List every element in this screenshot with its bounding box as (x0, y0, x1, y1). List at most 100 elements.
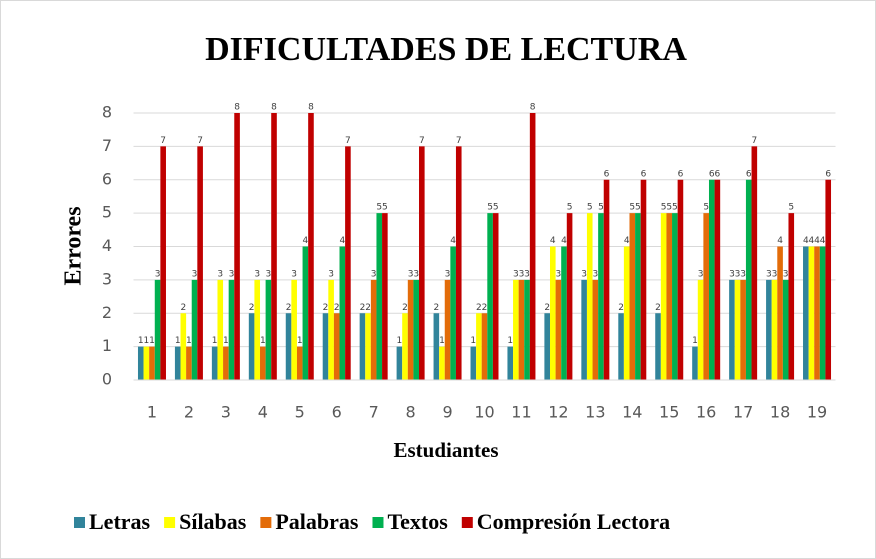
bar (413, 279, 420, 380)
data-label: 3 (408, 269, 414, 279)
bar (782, 279, 789, 380)
data-label: 4 (624, 236, 630, 246)
bar (751, 146, 758, 380)
legend-swatch (461, 517, 473, 528)
bar (803, 246, 809, 380)
bar (708, 179, 715, 380)
data-label: 8 (234, 103, 240, 113)
data-label: 1 (212, 336, 218, 346)
x-tick-label: 10 (474, 403, 494, 422)
data-label: 8 (530, 103, 536, 113)
bar (487, 213, 493, 380)
data-label: 4 (550, 236, 556, 246)
bar (285, 313, 292, 380)
bar (640, 179, 647, 380)
chart-title: DIFICULTADES DE LECTURA (205, 31, 687, 68)
bar (260, 346, 266, 380)
bar (370, 279, 377, 380)
data-label: 6 (746, 169, 752, 179)
bar (635, 213, 641, 380)
data-label: 3 (155, 269, 161, 279)
bar (211, 346, 218, 380)
bar (603, 179, 610, 380)
bar (402, 313, 408, 380)
data-label: 1 (138, 336, 144, 346)
data-label: 3 (783, 269, 789, 279)
x-tick-label: 18 (770, 403, 790, 422)
x-tick-label: 11 (511, 403, 531, 422)
x-tick-label: 4 (258, 403, 268, 422)
bar (518, 279, 525, 380)
data-label: 4 (777, 236, 783, 246)
data-label: 3 (524, 269, 530, 279)
bar (788, 213, 795, 380)
data-label: 3 (581, 269, 587, 279)
data-label: 1 (297, 336, 303, 346)
bar (692, 346, 698, 380)
x-tick-label: 15 (659, 403, 679, 422)
data-label: 3 (371, 269, 377, 279)
bar (549, 246, 556, 380)
data-label: 3 (513, 269, 519, 279)
data-label: 1 (260, 336, 266, 346)
bar (180, 313, 187, 380)
bar (555, 279, 562, 380)
data-label: 6 (641, 169, 647, 179)
bar (444, 279, 451, 380)
data-label: 3 (592, 269, 598, 279)
data-label: 3 (266, 269, 272, 279)
bar (149, 346, 155, 380)
data-label: 2 (360, 303, 366, 313)
legend-label: Letras (89, 509, 151, 534)
data-label: 3 (556, 269, 562, 279)
data-label: 5 (661, 203, 667, 213)
data-label: 4 (339, 236, 345, 246)
bar (745, 179, 752, 380)
bar (677, 179, 684, 380)
bar (322, 313, 329, 380)
data-label: 1 (144, 336, 150, 346)
data-label: 4 (450, 236, 456, 246)
bar (771, 279, 778, 380)
legend-swatch (372, 517, 384, 528)
data-label: 3 (254, 269, 260, 279)
bar (339, 246, 346, 380)
bar (407, 279, 414, 380)
bar (623, 246, 630, 380)
data-label: 5 (587, 203, 593, 213)
data-label: 5 (788, 203, 794, 213)
x-tick-label: 2 (184, 403, 194, 422)
data-label: 4 (561, 236, 567, 246)
data-label: 2 (655, 303, 661, 313)
bar (450, 246, 456, 380)
bar (618, 313, 624, 380)
data-label: 6 (709, 169, 715, 179)
y-tick-label: 7 (102, 136, 112, 155)
bar (660, 213, 667, 380)
data-label: 4 (814, 236, 820, 246)
bar (186, 346, 192, 380)
data-label: 5 (382, 203, 388, 213)
bar (819, 246, 826, 380)
data-label: 5 (703, 203, 709, 213)
bar (234, 113, 240, 380)
bar (217, 279, 224, 380)
data-label: 3 (735, 269, 741, 279)
x-tick-label: 16 (696, 403, 716, 422)
bar (561, 246, 567, 380)
bar (248, 313, 255, 380)
legend-swatch (74, 517, 85, 528)
x-tick-label: 7 (369, 403, 379, 422)
legend-label: Sílabas (179, 509, 247, 534)
bar (481, 313, 488, 380)
y-tick-label: 3 (102, 269, 112, 288)
data-label: 5 (672, 203, 678, 213)
x-tick-label: 1 (147, 403, 157, 422)
bar (160, 146, 166, 380)
data-label: 3 (328, 269, 334, 279)
bar (697, 279, 704, 380)
data-label: 5 (629, 203, 635, 213)
data-label: 2 (618, 303, 624, 313)
legend-swatch (164, 517, 176, 528)
data-label: 3 (698, 269, 704, 279)
